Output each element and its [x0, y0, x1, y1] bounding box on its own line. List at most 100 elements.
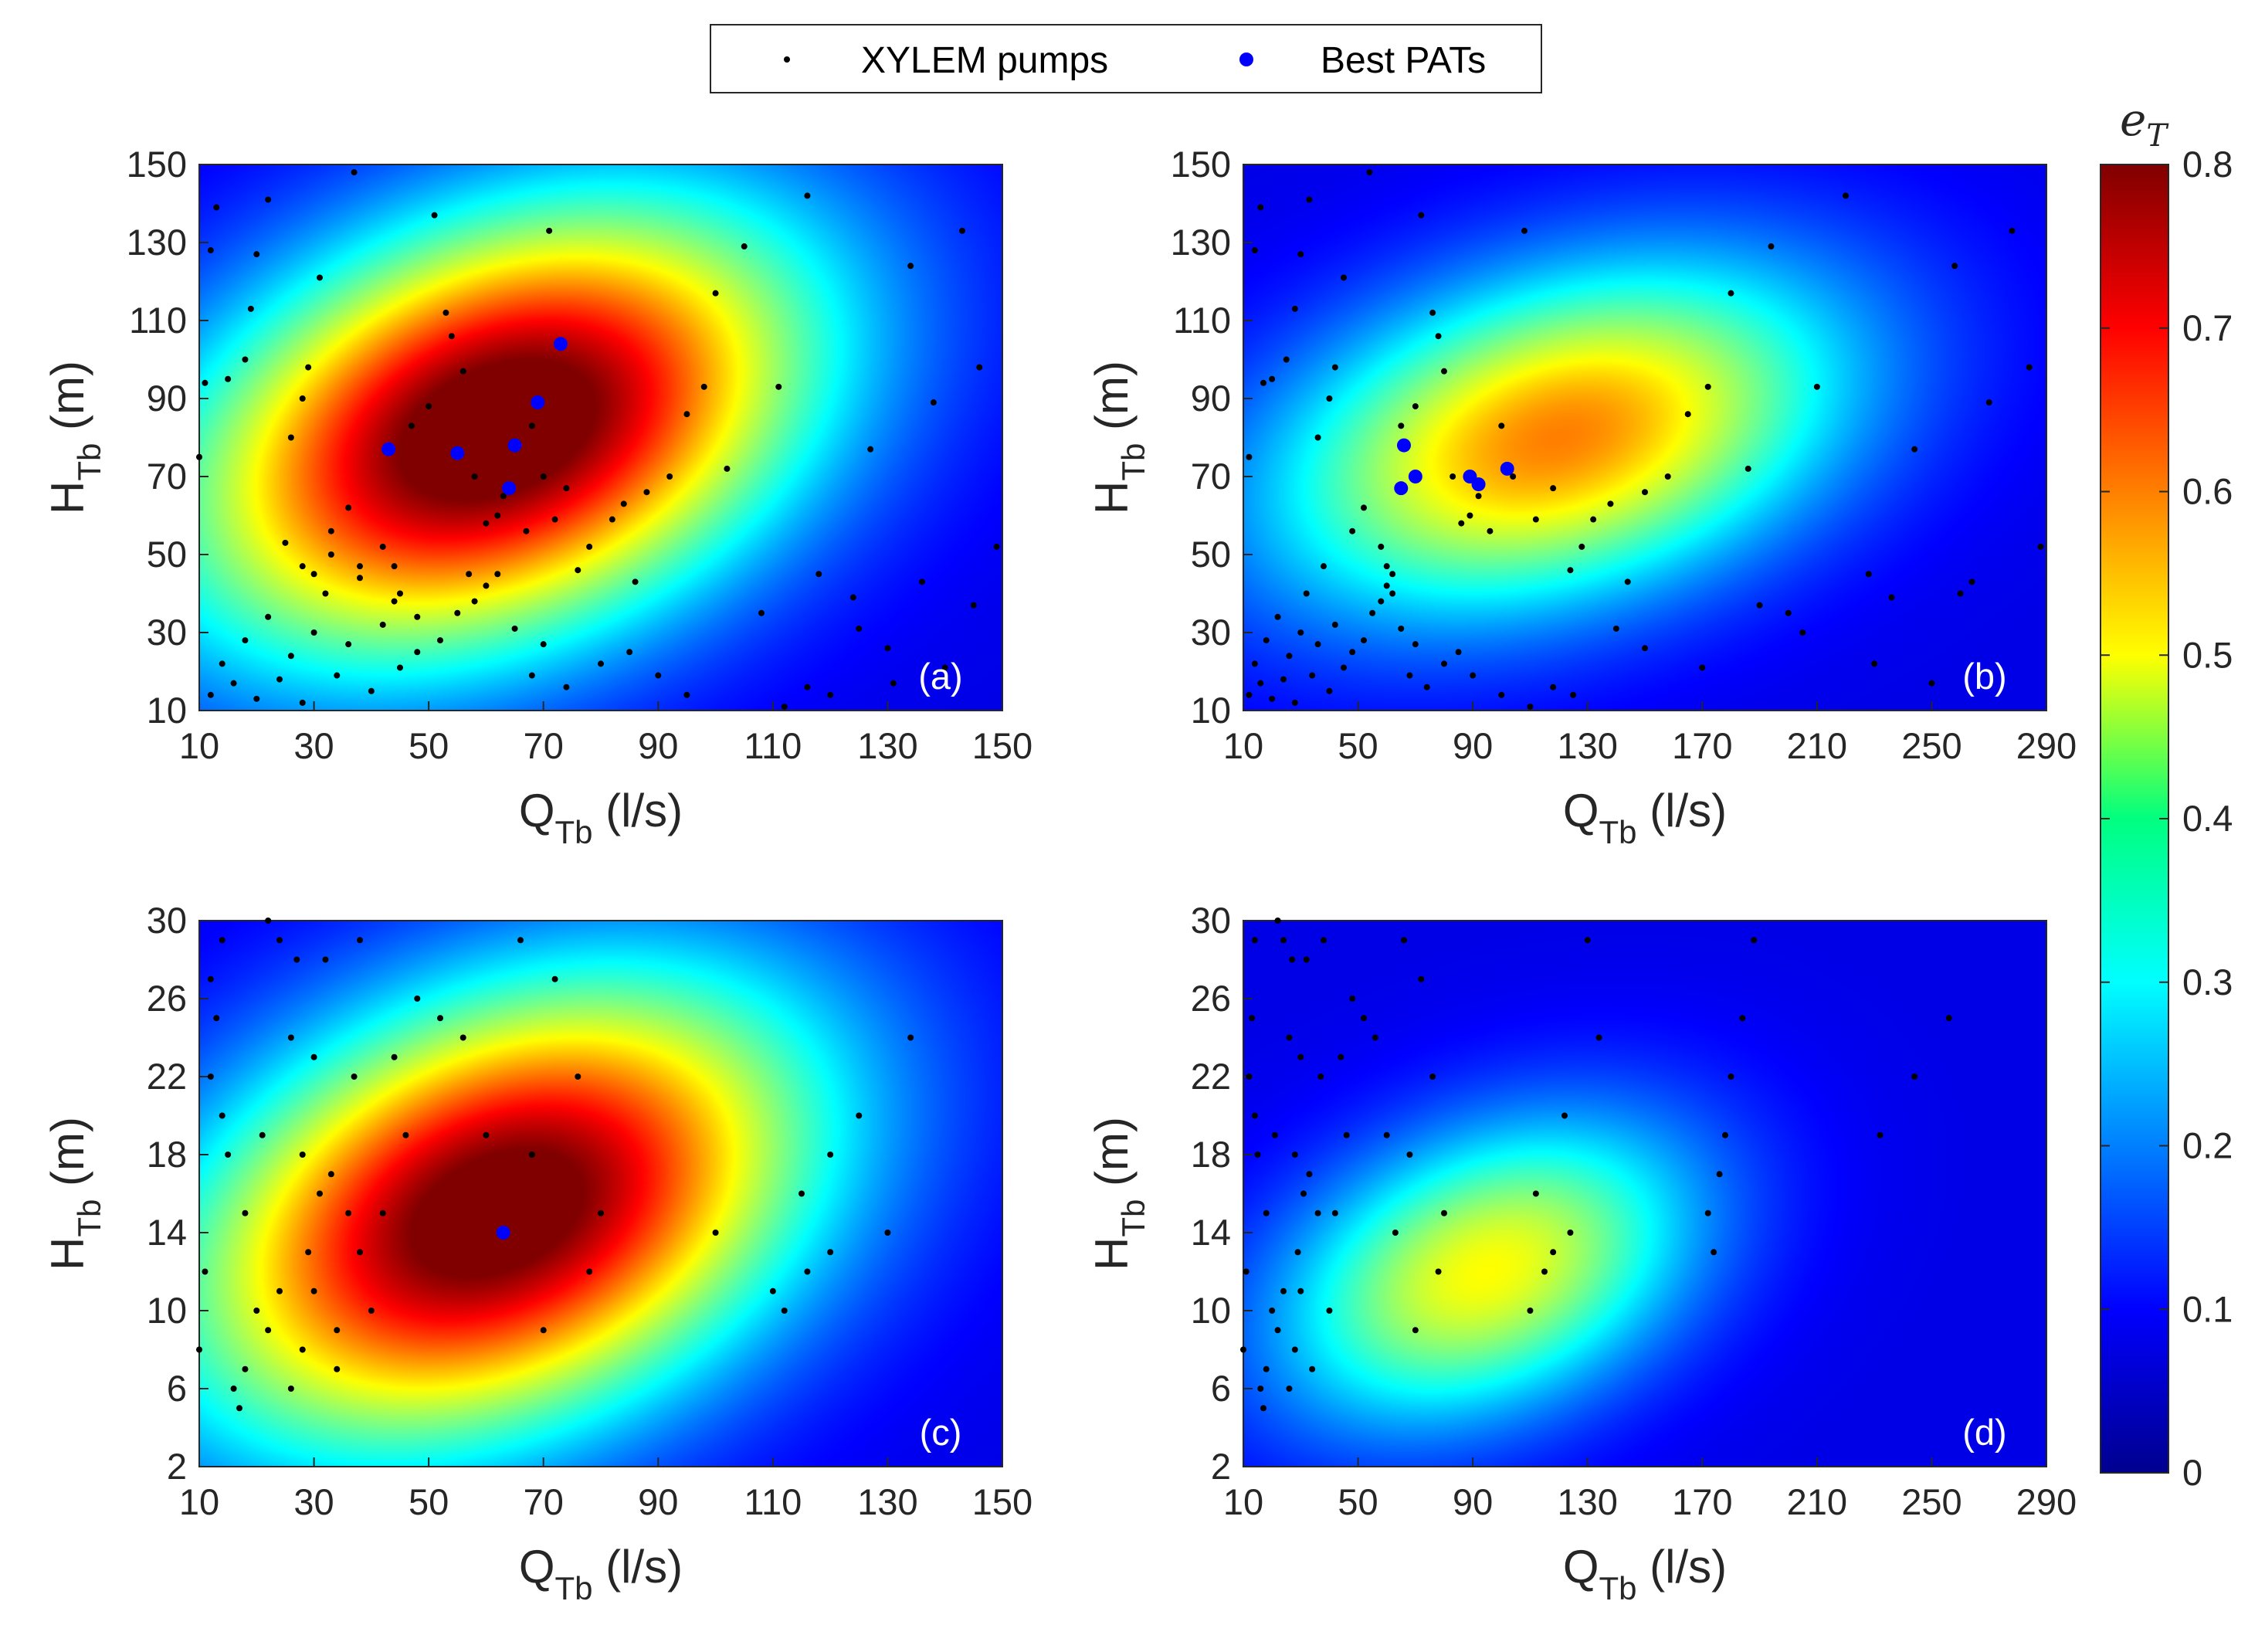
pump-point: [1246, 691, 1253, 698]
x-axis-label: QTb (l/s): [1563, 785, 1727, 850]
pump-point: [265, 613, 272, 620]
pump-point: [1378, 543, 1385, 550]
pump-point: [471, 598, 478, 605]
pump-point: [1429, 1074, 1436, 1080]
y-tick-label: 14: [147, 1212, 187, 1253]
pump-point: [357, 575, 363, 582]
pump-point: [253, 251, 260, 258]
colorbar: eT 0 0.1 0.2 0.3 0.4 0.5 0.6 0.7 0.8: [2100, 93, 2233, 1493]
pump-point: [1243, 1268, 1249, 1275]
y-tick-label: 14: [1191, 1212, 1231, 1253]
pump-point: [1865, 571, 1872, 578]
pump-point: [351, 169, 358, 176]
y-tick-label: 10: [1191, 1290, 1231, 1331]
colorbar-tick-label: 0: [2182, 1452, 2202, 1493]
pump-point: [1871, 660, 1878, 667]
pump-point: [907, 1034, 914, 1041]
y-tick-label: 26: [147, 978, 187, 1019]
pump-point: [1412, 1327, 1419, 1334]
pump-point: [1624, 578, 1631, 585]
heatmap-field: [199, 921, 1002, 1467]
best-pat-point: [502, 481, 517, 496]
pump-point: [1280, 937, 1287, 944]
pump-point: [265, 918, 272, 924]
pump-point: [1389, 571, 1396, 578]
pump-point: [655, 672, 662, 679]
y-tick-label: 50: [147, 534, 187, 575]
pump-point: [317, 274, 323, 281]
pump-point: [528, 422, 535, 429]
colorbar-label-sub: T: [2146, 118, 2169, 154]
colorbar-scale: [2100, 164, 2169, 1474]
pump-point: [523, 527, 530, 534]
x-tick-label: 170: [1672, 1481, 1732, 1522]
pump-point: [1251, 660, 1258, 667]
pump-point: [437, 637, 443, 644]
pump-point: [1349, 527, 1356, 534]
pump-point: [930, 399, 937, 406]
pump-point: [357, 1249, 363, 1256]
pump-point: [1567, 567, 1574, 574]
pump-point: [849, 594, 856, 601]
pump-point: [1590, 516, 1597, 523]
pump-point: [351, 1074, 358, 1080]
pump-point: [219, 937, 225, 944]
y-tick-label: 110: [1173, 300, 1231, 341]
pump-point: [1263, 1365, 1270, 1372]
pump-point: [1406, 672, 1413, 679]
axes-frame: [198, 920, 1003, 1467]
pump-point: [827, 1249, 834, 1256]
best-pat-point: [381, 442, 396, 456]
pump-point: [1343, 1131, 1350, 1138]
pump-point: [546, 227, 553, 234]
pump-point: [1877, 1131, 1884, 1138]
x-axis-label: QTb (l/s): [519, 785, 683, 850]
pump-point: [276, 1287, 283, 1294]
pump-point: [1756, 602, 1763, 609]
pump-point: [598, 660, 604, 667]
pump-point: [528, 672, 535, 679]
pump-point: [1684, 411, 1691, 418]
x-tick-label: 90: [1453, 1481, 1493, 1522]
best-pat-point: [496, 1226, 510, 1240]
pump-point: [242, 1209, 249, 1216]
pump-point: [327, 551, 334, 558]
pump-point: [1314, 641, 1321, 648]
pump-point: [1251, 937, 1258, 944]
pump-point: [1260, 1405, 1266, 1412]
pump-point: [1280, 676, 1287, 683]
y-axis-label: HTb (m): [1086, 1117, 1151, 1270]
y-tick-label: 10: [1191, 690, 1231, 731]
pump-point: [334, 1365, 341, 1372]
legend-pats-label: Best PATs: [1321, 40, 1486, 81]
pump-point: [1398, 625, 1405, 632]
x-tick-label: 290: [2016, 1481, 2077, 1522]
pump-point: [1271, 1131, 1278, 1138]
pump-point: [712, 290, 719, 297]
y-tick-label: 22: [147, 1056, 187, 1097]
y-tick-label: 18: [147, 1134, 187, 1175]
pump-point: [1361, 1015, 1367, 1022]
pump-point: [253, 1308, 260, 1314]
y-tick-label: 70: [1191, 456, 1231, 497]
pump-point: [1475, 493, 1482, 500]
pump-point: [959, 227, 965, 234]
pump-point: [941, 664, 948, 671]
pump-point: [426, 403, 432, 410]
pump-point: [327, 527, 334, 534]
pump-point: [758, 609, 765, 616]
pump-point: [1240, 1346, 1246, 1353]
pump-point: [1246, 1074, 1253, 1080]
pump-point: [563, 684, 570, 690]
pump-point: [1470, 672, 1477, 679]
pump-point: [1383, 1131, 1390, 1138]
pump-point: [230, 1386, 237, 1392]
pump-point: [282, 539, 289, 546]
pump-point: [575, 1074, 582, 1080]
pump-point: [1466, 512, 1473, 519]
pump-point: [1297, 1053, 1304, 1060]
pump-point: [1383, 582, 1390, 589]
pump-point: [287, 434, 294, 441]
pump-point: [1303, 590, 1310, 597]
pump-point: [1612, 625, 1619, 632]
